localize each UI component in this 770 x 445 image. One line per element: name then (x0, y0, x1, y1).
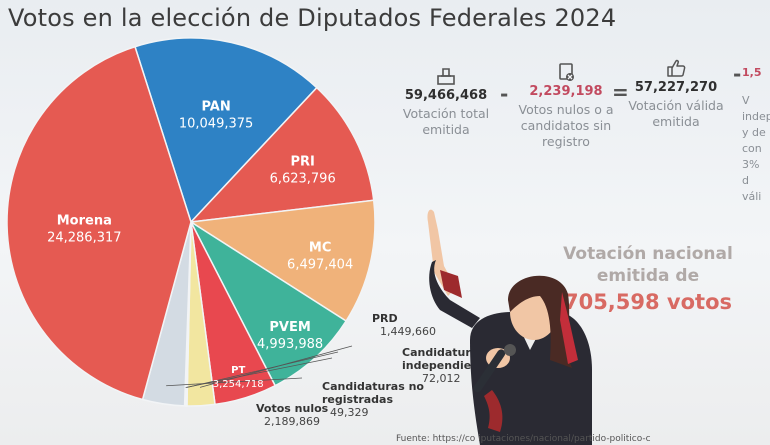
slice-value: 72,012 (422, 372, 461, 385)
leader-line (185, 357, 333, 388)
slice-name: Candidaturas (402, 346, 485, 359)
minus-operator: - (733, 62, 742, 86)
slice-label-pri: PRI 6,623,796 (270, 155, 336, 187)
slice-name: Morena (57, 213, 112, 228)
slice-label-pvem: PVEM 4,993,988 (257, 320, 323, 352)
metric-value: 2,239,198 (529, 84, 603, 99)
national-line-3: 705,598 votos (563, 290, 733, 314)
metric-value: 57,227,270 (634, 80, 718, 95)
slice-label-mc: MC 6,497,404 (287, 241, 353, 273)
slice-value: 6,497,404 (287, 258, 353, 273)
slice-name: PT (231, 365, 245, 376)
chart-title: Votos en la elección de Diputados Federa… (8, 4, 617, 32)
national-line-1: Votación nacional (563, 244, 733, 264)
slice-value: 2,189,869 (264, 415, 320, 428)
slice-name: PVEM (269, 320, 310, 335)
slice-name: PAN (201, 100, 230, 115)
pie-slice-morena (6, 45, 192, 401)
source-footnote: Fuente: https://co iputaciones/nacional/… (396, 434, 651, 444)
pie-slice-mc (188, 199, 376, 323)
minus-operator: - (500, 82, 509, 106)
metric-value: 1,5 (742, 66, 762, 79)
slice-value: 24,286,317 (47, 230, 121, 245)
thumbs-up-icon (667, 59, 686, 77)
slice-label-morena: Morena 24,286,317 (47, 213, 121, 245)
slice-value: 3,254,718 (213, 379, 264, 390)
slice-value: 4,993,988 (257, 337, 323, 352)
metric-description: Votos nulos o a candidatos sin registro (518, 102, 614, 149)
metric-independent-partial: 1,5 V indep y de con 3% d váli (742, 66, 770, 205)
leader-line (186, 351, 339, 388)
national-vote-text: Votación nacional emitida de 705,598 vot… (548, 244, 748, 314)
metric-value: 59,466,468 (404, 88, 488, 103)
metric-valid-votes: 57,227,270 Votación válida emitida (628, 58, 724, 130)
ballot-box-icon (437, 68, 455, 85)
national-line-2: emitida de (596, 266, 700, 286)
null-vote-icon (559, 63, 574, 81)
metric-total-votes: 59,466,468 Votación total emitida (396, 66, 496, 138)
slice-name: Candidaturas no (322, 380, 424, 393)
slice-label-prd: PRD 1,449,660 (372, 312, 436, 338)
pie-slice-pri (189, 86, 375, 223)
slice-name: Votos nulos (256, 402, 329, 415)
speaker-figure (427, 209, 592, 445)
slice-value: 10,049,375 (179, 117, 253, 132)
slice-value: 6,623,796 (270, 172, 336, 187)
slice-label-candidaturas-no-registradas: Candidaturas no registradas 49,329 (322, 380, 424, 419)
slice-label-votos-nulos: Votos nulos 2,189,869 (256, 402, 329, 428)
equals-operator: = (612, 80, 629, 104)
metric-description: V indep y de con 3% d váli (742, 94, 770, 203)
slice-label-pt: PT 3,254,718 (213, 365, 264, 390)
metric-description: Votación válida emitida (628, 98, 724, 129)
slice-name: MC (309, 241, 331, 256)
pie-slice-pan (134, 37, 318, 224)
slice-label-pan: PAN 10,049,375 (179, 100, 253, 132)
slice-name: PRI (290, 155, 314, 170)
pie-slice-pvem (189, 219, 348, 387)
metric-null-votes: 2,239,198 Votos nulos o a candidatos sin… (514, 62, 618, 150)
metric-description: Votación total emitida (402, 106, 490, 137)
slice-name: registradas (322, 393, 393, 406)
slice-name: PRD (372, 312, 398, 325)
leader-line (166, 377, 303, 387)
slice-value: 49,329 (330, 406, 369, 419)
slice-value: 1,449,660 (380, 325, 436, 338)
